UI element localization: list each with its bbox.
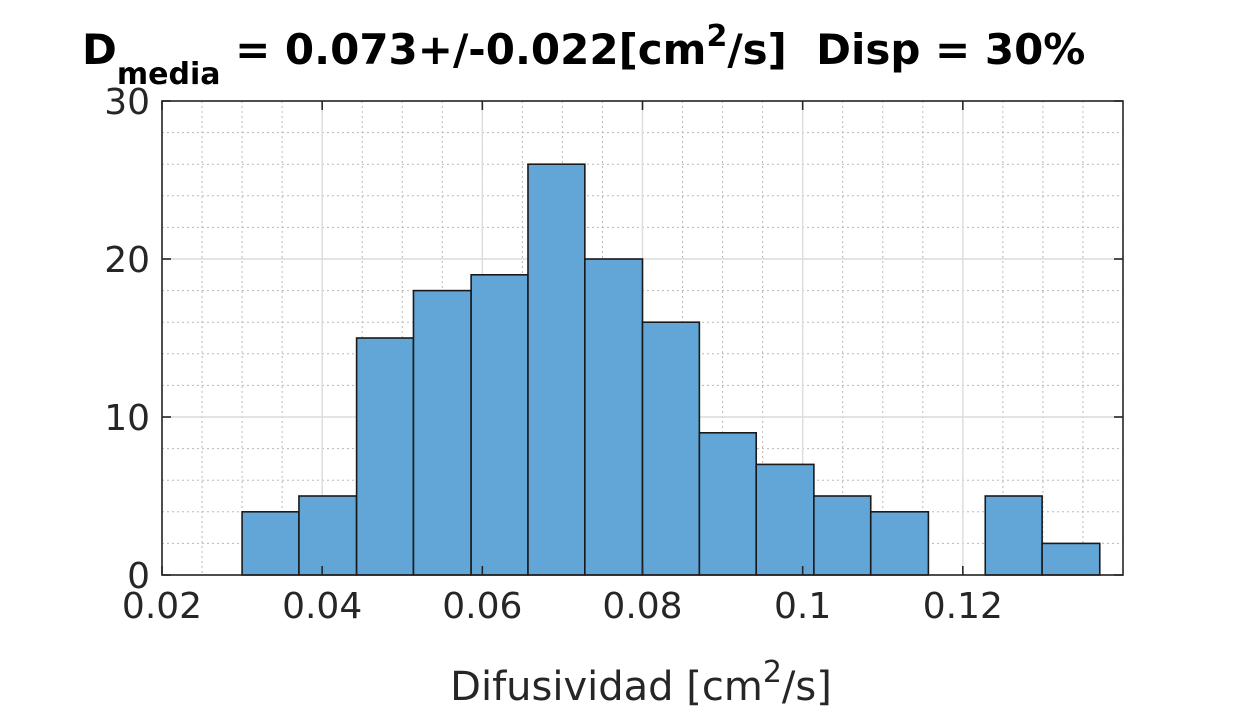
y-tick-label: 30 xyxy=(104,82,150,123)
histogram-bar xyxy=(527,163,586,576)
chart-title-rest-b: /s] Disp = 30% xyxy=(727,25,1085,74)
histogram-bar xyxy=(755,463,815,576)
histogram-bar xyxy=(698,431,758,576)
histogram-bar xyxy=(355,337,415,576)
x-axis-label: Difusividad [cm2/s] xyxy=(450,655,832,710)
histogram-bar xyxy=(470,273,529,576)
axis-ticks xyxy=(161,100,1123,576)
x-axis-label-main: Difusividad [cm xyxy=(450,664,763,710)
y-tick-label: 20 xyxy=(104,240,150,281)
x-axis-label-superscript: 2 xyxy=(763,655,782,690)
x-tick-label: 0.12 xyxy=(923,586,1003,627)
chart-title-subscript: media xyxy=(117,57,221,92)
x-tick-label: 0.04 xyxy=(282,586,362,627)
histogram-bar xyxy=(641,321,701,576)
x-tick-label: 0.02 xyxy=(122,586,202,627)
histogram-bar xyxy=(869,510,930,576)
histogram-bar xyxy=(813,495,872,576)
chart-title: Dmedia = 0.073+/-0.022[cm2/s] Disp = 30% xyxy=(82,19,1085,92)
chart-title-main: D xyxy=(82,25,117,74)
histogram-bar xyxy=(1041,542,1101,576)
y-tick-label: 0 xyxy=(127,556,150,597)
histogram-bar xyxy=(241,510,300,576)
x-axis-label-rest: /s] xyxy=(782,664,832,710)
histogram-bar xyxy=(298,495,358,576)
chart-title-superscript: 2 xyxy=(706,19,727,54)
histogram-bar xyxy=(984,495,1043,576)
histogram-bar xyxy=(412,289,472,576)
x-tick-label: 0.08 xyxy=(602,586,682,627)
histogram-bar xyxy=(584,258,644,576)
y-tick-labels: 0 10 20 30 xyxy=(104,82,150,597)
x-tick-label: 0.06 xyxy=(442,586,522,627)
chart-title-rest-a: = 0.073+/-0.022[cm xyxy=(220,25,706,74)
x-tick-label: 0.1 xyxy=(774,586,831,627)
x-tick-labels: 0.02 0.04 0.06 0.08 0.1 0.12 xyxy=(122,586,1003,627)
y-tick-label: 10 xyxy=(104,398,150,439)
